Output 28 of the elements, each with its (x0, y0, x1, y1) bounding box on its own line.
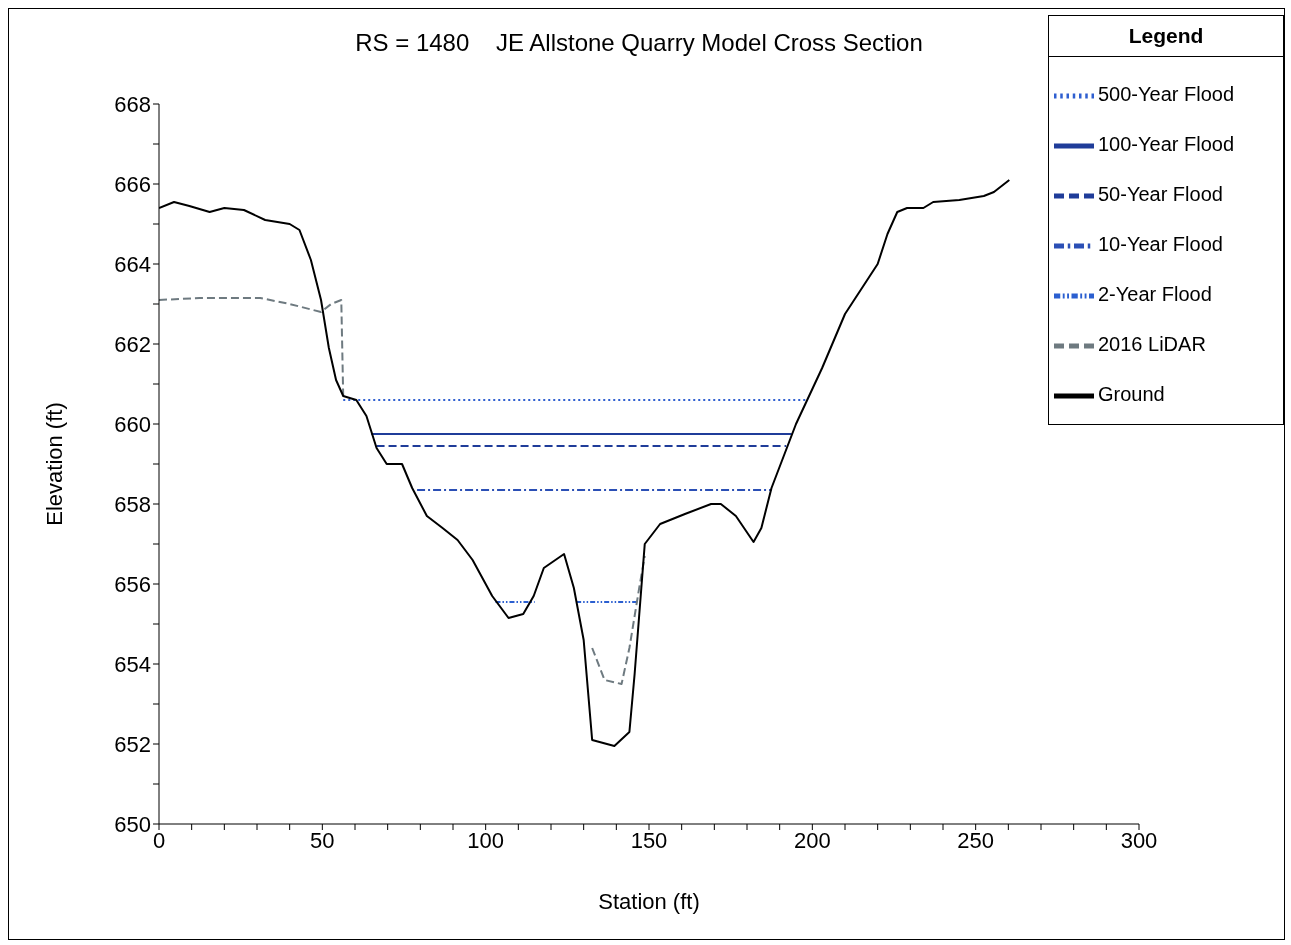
x-tick-label: 150 (630, 827, 668, 853)
y-tick-label: 668 (114, 91, 151, 117)
legend-label: 500-Year Flood (1098, 83, 1235, 105)
y-tick-label: 656 (114, 571, 151, 597)
y-tick-label: 662 (114, 331, 151, 357)
y-tick-label: 652 (114, 731, 151, 757)
chart-title: RS = 1480 JE Allstone Quarry Model Cross Section (354, 29, 924, 57)
legend-label: 2016 LiDAR (1098, 333, 1206, 355)
x-tick-label: 200 (793, 827, 831, 853)
y-tick-label: 650 (114, 811, 151, 837)
y-tick-label: 664 (114, 251, 151, 277)
legend-label: Ground (1098, 383, 1165, 405)
x-tick-label: 250 (957, 827, 995, 853)
x-tick-label: 100 (467, 827, 505, 853)
legend-label: 10-Year Flood (1098, 233, 1223, 255)
x-axis-title: Station (ft) (598, 889, 700, 914)
y-tick-label: 658 (114, 491, 151, 517)
x-tick-label: 50 (310, 827, 335, 853)
legend-label: 2-Year Flood (1098, 283, 1212, 305)
legend-label: 100-Year Flood (1098, 133, 1235, 155)
x-tick-label: 300 (1120, 827, 1158, 853)
x-tick-label: 0 (152, 827, 166, 853)
y-tick-label: 660 (114, 411, 151, 437)
y-tick-label: 666 (114, 171, 151, 197)
y-axis-title: Elevation (ft) (41, 402, 67, 526)
legend-title: Legend (1049, 16, 1283, 57)
y-tick-label: 654 (114, 651, 151, 677)
legend-label: 50-Year Flood (1098, 183, 1223, 205)
